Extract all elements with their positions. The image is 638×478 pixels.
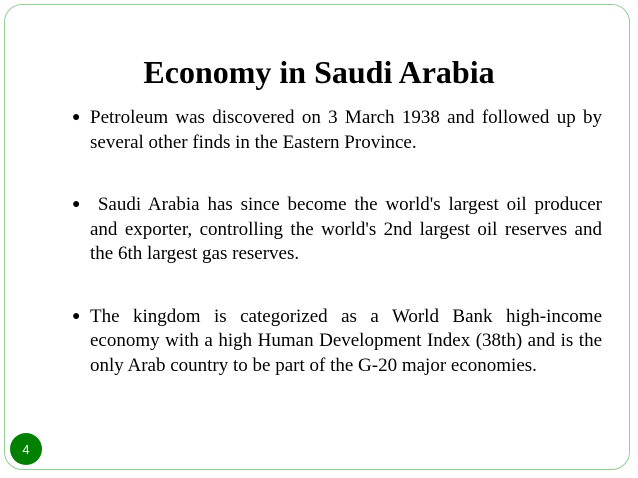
- bullet-text: The kingdom is categorized as a World Ba…: [90, 305, 602, 376]
- slide-title: Economy in Saudi Arabia: [143, 54, 495, 90]
- bullet-item: ● The kingdom is categorized as a World B…: [72, 305, 602, 379]
- slide-frame: [4, 4, 630, 470]
- bullet-text: Petroleum was discovered on 3 March 1938…: [90, 107, 602, 153]
- bullet-icon: ●: [72, 110, 81, 125]
- bullet-icon: ●: [72, 197, 81, 212]
- page-number-badge: 4: [10, 433, 42, 465]
- bullet-text: Saudi Arabia has since become the world'…: [90, 194, 607, 264]
- bullet-list: ● Petroleum was discovered on 3 March 193…: [72, 106, 602, 416]
- bullet-item: ● Petroleum was discovered on 3 March 193…: [72, 106, 602, 155]
- bullet-icon: ●: [72, 308, 81, 324]
- bullet-item: ● Saudi Arabia has since become the worl…: [72, 193, 602, 267]
